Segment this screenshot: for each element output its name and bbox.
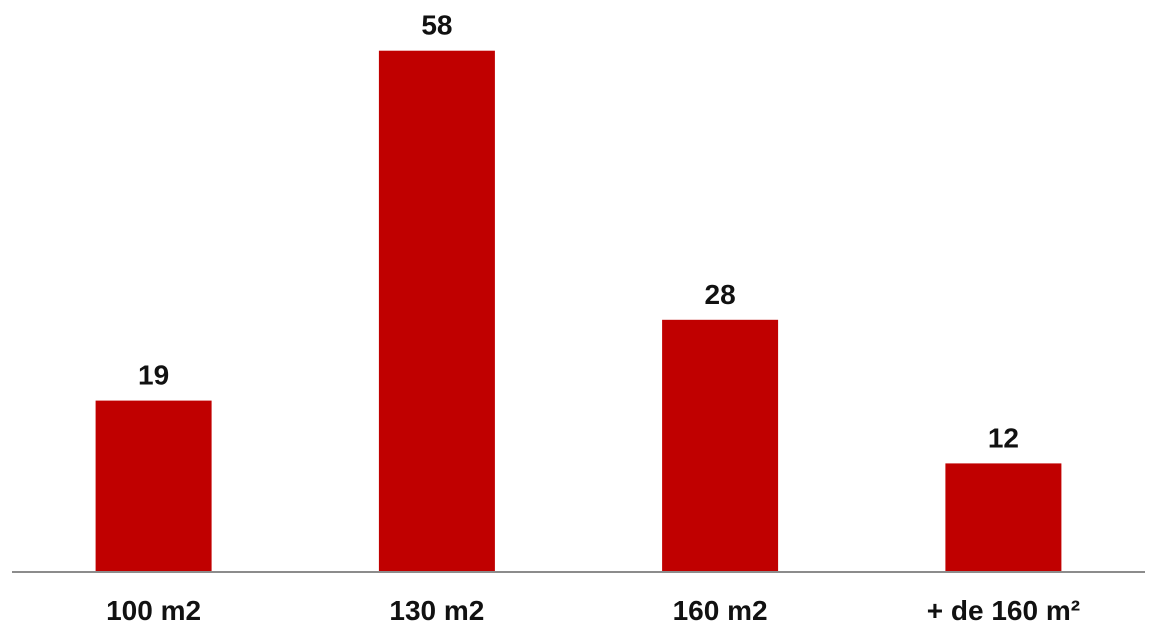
category-label-3: 160 m2 — [673, 595, 768, 626]
bar-4 — [945, 463, 1062, 571]
value-label-3: 28 — [705, 279, 736, 310]
value-labels-layer: 19 58 28 12 — [138, 10, 1019, 454]
bars-layer — [95, 50, 1062, 571]
bar-1 — [95, 400, 212, 571]
category-labels-layer: 100 m2 130 m2 160 m2 + de 160 m² — [106, 595, 1080, 626]
value-label-1: 19 — [138, 360, 169, 391]
category-label-2: 130 m2 — [389, 595, 484, 626]
category-label-4: + de 160 m² — [927, 595, 1080, 626]
bar-2 — [378, 50, 495, 571]
value-label-2: 58 — [421, 10, 452, 41]
value-label-4: 12 — [988, 422, 1019, 453]
category-label-1: 100 m2 — [106, 595, 201, 626]
bar-3 — [662, 319, 779, 571]
